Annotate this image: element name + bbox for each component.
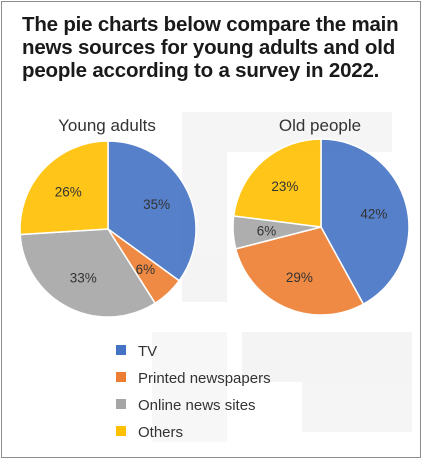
legend-swatch-online-news-sites [116, 399, 126, 409]
young-adults-label-others: 26% [55, 185, 82, 200]
young-adults-pie: 35% 6% 33% 26% [19, 140, 197, 318]
old-people-slice-printed-newspapers [234, 226, 365, 316]
old-people-slice-tv [320, 138, 410, 306]
legend: TV Printed newspapers Online news sites … [116, 343, 271, 441]
old-people-chart-title: Old people [279, 116, 361, 135]
old-people-label-online-news-sites: 6% [257, 223, 277, 238]
young-adults-slice-online-news-sites [19, 228, 157, 318]
young-adults-chart-title: Young adults [58, 116, 156, 135]
old-people-slice-others [232, 138, 322, 228]
young-adults-slice-tv [107, 140, 197, 282]
young-adults-label-online-news-sites: 33% [70, 271, 97, 286]
young-adults-label-printed-newspapers: 6% [136, 262, 156, 277]
page-title: The pie charts below compare the main ne… [22, 13, 399, 82]
young-adults-label-tv: 35% [143, 197, 170, 212]
old-people-label-printed-newspapers: 29% [286, 270, 313, 285]
legend-label-printed-newspapers: Printed newspapers [138, 370, 271, 387]
old-people-label-tv: 42% [360, 206, 387, 221]
legend-label-others: Others [138, 424, 183, 441]
legend-label-tv: TV [138, 343, 157, 360]
legend-swatch-others [116, 426, 126, 436]
old-people-pie: 42% 29% 6% 23% [232, 138, 410, 316]
young-adults-slice-others [19, 140, 109, 236]
old-people-label-others: 23% [271, 179, 298, 194]
legend-label-online-news-sites: Online news sites [138, 397, 256, 414]
legend-swatch-printed-newspapers [116, 372, 126, 382]
legend-swatch-tv [116, 345, 126, 355]
